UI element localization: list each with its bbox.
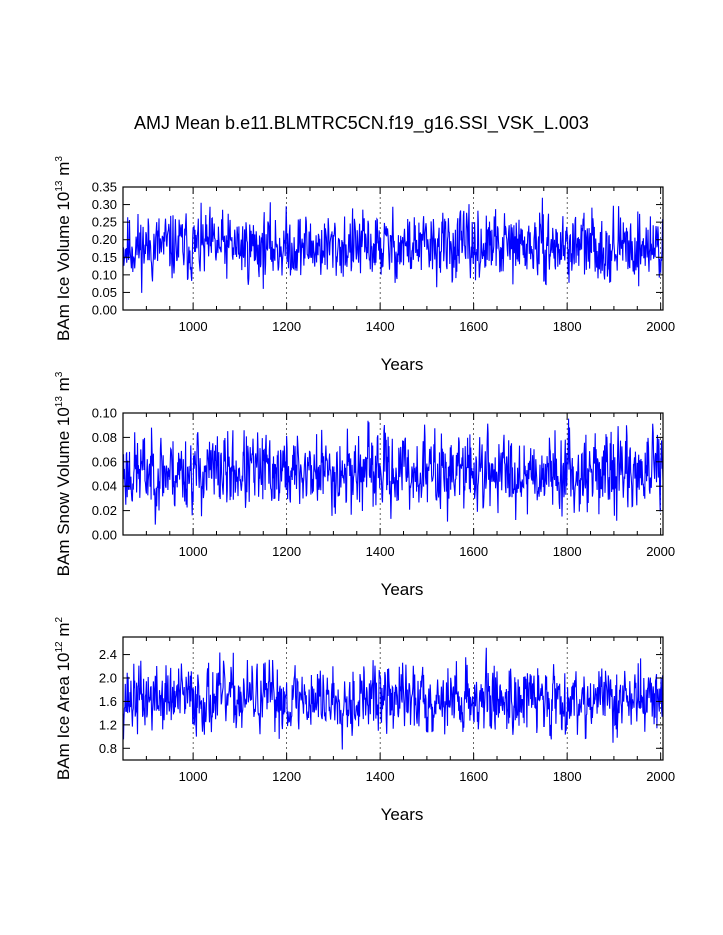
- series-line: [122, 197, 664, 293]
- y-axis-title-part: BAm Ice Area 10: [54, 653, 73, 781]
- y-axis-title-superscript: 12: [54, 641, 65, 653]
- y-tick-label: 0.02: [92, 503, 117, 518]
- y-axis-title-superscript: 3: [54, 371, 65, 377]
- y-tick-label: 0.08: [92, 430, 117, 445]
- y-tick-label: 2.0: [99, 671, 117, 686]
- y-axis-title-part: BAm Snow Volume 10: [54, 407, 73, 576]
- x-tick-label: 1400: [366, 769, 395, 784]
- x-tick-label: 1200: [272, 769, 301, 784]
- x-tick-label: 1800: [553, 319, 582, 334]
- chart-ice-area: 1000 1200 1400 1600 1800 2000 0.8 1.2 1.6 2.0 2.4 Y…: [54, 616, 675, 824]
- y-axis-title-superscript: 13: [54, 396, 65, 408]
- y-axis-title-superscript: 2: [54, 616, 65, 622]
- y-tick-label: 0.30: [92, 197, 117, 212]
- x-tick-label: 1600: [459, 769, 488, 784]
- y-tick-label: 0.15: [92, 250, 117, 265]
- y-tick-label: 0.06: [92, 454, 117, 469]
- y-tick-label: 0.35: [92, 180, 117, 195]
- series-line: [122, 647, 664, 750]
- x-tick-label: 2000: [646, 769, 675, 784]
- y-tick-label: 0.10: [92, 267, 117, 282]
- y-axis-title-part: m: [54, 162, 73, 181]
- y-axis-title-part: m: [54, 377, 73, 396]
- x-tick-label: 1000: [179, 769, 208, 784]
- x-tick-label: 1400: [366, 544, 395, 559]
- x-tick-label: 2000: [646, 544, 675, 559]
- x-axis-title: Years: [381, 580, 424, 599]
- x-tick-label: 1600: [459, 319, 488, 334]
- x-tick-label: 1000: [179, 544, 208, 559]
- y-axis-title: BAm Ice Area 1012 m2: [54, 616, 73, 780]
- series-line: [122, 418, 664, 525]
- y-tick-label: 2.4: [99, 647, 117, 662]
- x-tick-label: 1200: [272, 544, 301, 559]
- chart-snow-volume: 1000 1200 1400 1600 1800 2000 0.00 0.02 0.04 0.06…: [54, 371, 675, 599]
- y-axis-title-part: m: [54, 622, 73, 641]
- x-tick-label: 2000: [646, 319, 675, 334]
- chart-ice-volume: 1000 1200 1400 1600 1800 2000 0.00 0.05 0.10 0.15…: [54, 156, 675, 374]
- y-tick-label: 0.05: [92, 285, 117, 300]
- x-axis-title: Years: [381, 805, 424, 824]
- y-axis-title-superscript: 13: [54, 180, 65, 192]
- page-title: AMJ Mean b.e11.BLMTRC5CN.f19_g16.SSI_VSK…: [134, 113, 589, 133]
- x-tick-label: 1600: [459, 544, 488, 559]
- x-tick-label: 1200: [272, 319, 301, 334]
- y-axis-title: BAm Snow Volume 1013 m3: [54, 371, 73, 576]
- y-tick-label: 0.25: [92, 215, 117, 230]
- y-tick-label: 0.10: [92, 406, 117, 421]
- x-tick-label: 1800: [553, 544, 582, 559]
- y-tick-label: 0.00: [92, 303, 117, 318]
- x-tick-label: 1000: [179, 319, 208, 334]
- x-axis-title: Years: [381, 355, 424, 374]
- y-tick-label: 0.20: [92, 232, 117, 247]
- y-tick-label: 0.04: [92, 479, 117, 494]
- y-axis-title-part: BAm Ice Volume 10: [54, 192, 73, 341]
- plot-frame: [122, 412, 664, 536]
- plot-frame: [122, 636, 664, 761]
- x-tick-label: 1800: [553, 769, 582, 784]
- y-tick-label: 0.8: [99, 741, 117, 756]
- y-axis-title: BAm Ice Volume 1013 m3: [54, 156, 73, 341]
- y-tick-label: 1.2: [99, 717, 117, 732]
- x-tick-label: 1400: [366, 319, 395, 334]
- y-axis-title-superscript: 3: [54, 156, 65, 162]
- plot-frame: [122, 186, 664, 311]
- y-tick-label: 1.6: [99, 694, 117, 709]
- y-tick-label: 0.00: [92, 528, 117, 543]
